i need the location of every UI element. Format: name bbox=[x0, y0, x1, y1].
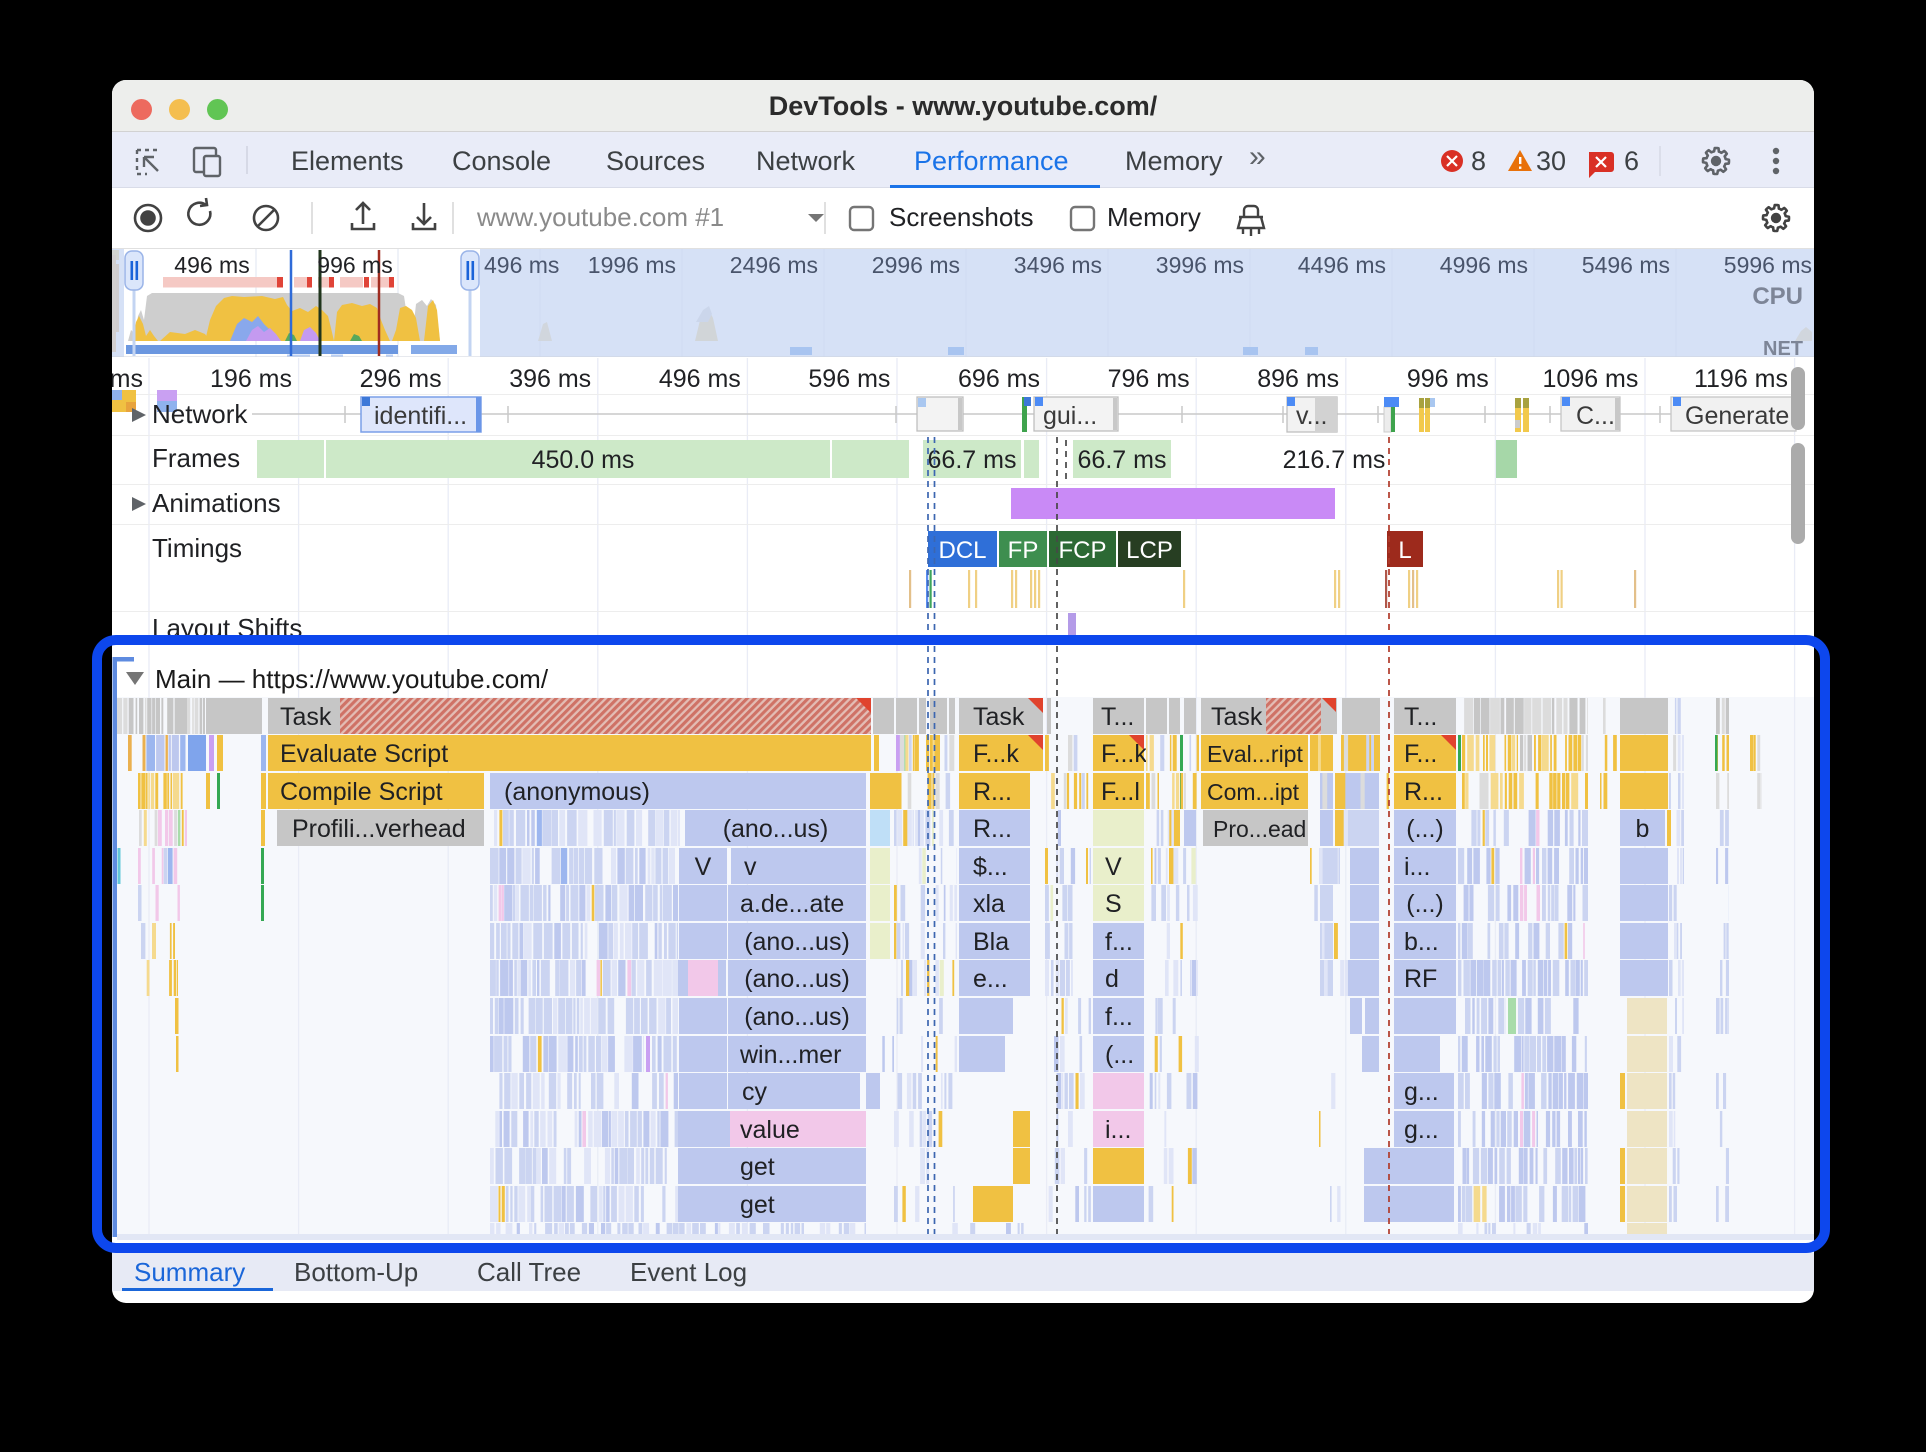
svg-text:FP: FP bbox=[1008, 537, 1039, 564]
svg-text:450.0 ms: 450.0 ms bbox=[532, 446, 635, 474]
svg-text:Task: Task bbox=[1211, 703, 1263, 731]
svg-text:b: b bbox=[1636, 815, 1650, 843]
svg-text:identifi...: identifi... bbox=[374, 402, 467, 430]
svg-text:R...: R... bbox=[1404, 778, 1443, 806]
svg-text:T...: T... bbox=[1404, 703, 1437, 731]
svg-text:2996 ms: 2996 ms bbox=[872, 252, 960, 278]
svg-text:996 ms: 996 ms bbox=[1407, 365, 1489, 393]
svg-text:Bla: Bla bbox=[973, 928, 1009, 956]
svg-text:d: d bbox=[1105, 965, 1119, 993]
svg-text:3996 ms: 3996 ms bbox=[1156, 252, 1244, 278]
svg-text:(...): (...) bbox=[1406, 815, 1444, 843]
svg-text:f...: f... bbox=[1105, 928, 1133, 956]
svg-text:1996 ms: 1996 ms bbox=[588, 252, 676, 278]
svg-text:g...: g... bbox=[1404, 1078, 1439, 1106]
svg-text:v: v bbox=[744, 853, 757, 881]
svg-text:F...k: F...k bbox=[1101, 740, 1147, 768]
svg-text:get: get bbox=[740, 1153, 775, 1181]
svg-text:66.7 ms: 66.7 ms bbox=[928, 446, 1017, 474]
svg-text:DCL: DCL bbox=[938, 537, 986, 564]
svg-text:(...: (... bbox=[1105, 1041, 1134, 1069]
svg-text:396 ms: 396 ms bbox=[509, 365, 591, 393]
svg-text:66.7 ms: 66.7 ms bbox=[1078, 446, 1167, 474]
svg-text:796 ms: 796 ms bbox=[1108, 365, 1190, 393]
svg-text:cy: cy bbox=[742, 1078, 768, 1106]
svg-text:Com...ipt: Com...ipt bbox=[1207, 779, 1300, 805]
svg-text:4996 ms: 4996 ms bbox=[1440, 252, 1528, 278]
svg-text:Network: Network bbox=[152, 399, 248, 429]
svg-text:S: S bbox=[1105, 890, 1122, 918]
svg-text:2496 ms: 2496 ms bbox=[730, 252, 818, 278]
svg-text:g...: g... bbox=[1404, 1116, 1439, 1144]
svg-text:Evaluate Script: Evaluate Script bbox=[280, 740, 448, 768]
svg-text:(ano...us): (ano...us) bbox=[744, 1003, 850, 1031]
svg-text:win...mer: win...mer bbox=[739, 1041, 841, 1069]
svg-text:1096 ms: 1096 ms bbox=[1543, 365, 1639, 393]
svg-text:F...: F... bbox=[1404, 740, 1437, 768]
svg-text:496 ms: 496 ms bbox=[484, 252, 559, 278]
svg-text:GenerateI: GenerateI bbox=[1685, 402, 1796, 430]
svg-text:196 ms: 196 ms bbox=[210, 365, 292, 393]
svg-text:V: V bbox=[695, 853, 712, 881]
svg-text:996 ms: 996 ms bbox=[317, 252, 392, 278]
svg-text:e...: e... bbox=[973, 965, 1008, 993]
svg-text:(ano...us): (ano...us) bbox=[744, 928, 850, 956]
svg-text:496 ms: 496 ms bbox=[174, 252, 249, 278]
svg-text:(ano...us): (ano...us) bbox=[723, 815, 829, 843]
svg-text:C...: C... bbox=[1576, 402, 1615, 430]
svg-text:gui...: gui... bbox=[1043, 402, 1097, 430]
svg-text:F...l: F...l bbox=[1101, 778, 1140, 806]
svg-text:a.de...ate: a.de...ate bbox=[740, 890, 844, 918]
svg-text:Main — https://www.youtube.com: Main — https://www.youtube.com/ bbox=[155, 664, 549, 694]
svg-text:b...: b... bbox=[1404, 928, 1439, 956]
svg-text:Task: Task bbox=[280, 703, 332, 731]
svg-text:ms: ms bbox=[112, 365, 143, 393]
svg-text:V: V bbox=[1105, 853, 1122, 881]
svg-text:i...: i... bbox=[1404, 853, 1430, 881]
svg-text:296 ms: 296 ms bbox=[360, 365, 442, 393]
svg-text:Task: Task bbox=[973, 703, 1025, 731]
svg-text:5496 ms: 5496 ms bbox=[1582, 252, 1670, 278]
svg-text:i...: i... bbox=[1105, 1116, 1131, 1144]
svg-text:696 ms: 696 ms bbox=[958, 365, 1040, 393]
svg-text:5996 ms: 5996 ms bbox=[1724, 252, 1812, 278]
svg-text:(...): (...) bbox=[1406, 890, 1444, 918]
svg-text:L: L bbox=[1398, 537, 1411, 564]
svg-text:4496 ms: 4496 ms bbox=[1298, 252, 1386, 278]
svg-text:1196 ms: 1196 ms bbox=[1694, 365, 1788, 393]
svg-text:f...: f... bbox=[1105, 1003, 1133, 1031]
svg-text:R...: R... bbox=[973, 815, 1012, 843]
svg-text:Compile Script: Compile Script bbox=[280, 778, 443, 806]
svg-text:R...: R... bbox=[973, 778, 1012, 806]
svg-text:Animations: Animations bbox=[152, 488, 281, 518]
svg-text:RF: RF bbox=[1404, 965, 1437, 993]
svg-text:Profili...verhead: Profili...verhead bbox=[292, 815, 466, 843]
svg-text:Eval...ript: Eval...ript bbox=[1207, 741, 1303, 767]
svg-text:NET: NET bbox=[1763, 338, 1803, 360]
svg-text:value: value bbox=[740, 1116, 800, 1144]
svg-text:Frames: Frames bbox=[152, 443, 240, 473]
svg-text:896 ms: 896 ms bbox=[1257, 365, 1339, 393]
svg-text:F...k: F...k bbox=[973, 740, 1019, 768]
svg-text:496 ms: 496 ms bbox=[659, 365, 741, 393]
svg-text:FCP: FCP bbox=[1059, 537, 1107, 564]
svg-text:Timings: Timings bbox=[152, 533, 242, 563]
svg-text:T...: T... bbox=[1101, 703, 1134, 731]
svg-text:LCP: LCP bbox=[1126, 537, 1173, 564]
svg-text:(ano...us): (ano...us) bbox=[744, 965, 850, 993]
svg-text:get: get bbox=[740, 1191, 775, 1219]
svg-text:$...: $... bbox=[973, 853, 1008, 881]
svg-text:xla: xla bbox=[973, 890, 1005, 918]
svg-text:v...: v... bbox=[1296, 402, 1327, 430]
svg-text:(anonymous): (anonymous) bbox=[504, 778, 650, 806]
svg-text:3496 ms: 3496 ms bbox=[1014, 252, 1102, 278]
svg-text:CPU: CPU bbox=[1752, 283, 1803, 310]
svg-text:216.7 ms: 216.7 ms bbox=[1283, 446, 1386, 474]
svg-text:Pro...ead: Pro...ead bbox=[1213, 816, 1306, 842]
svg-text:596 ms: 596 ms bbox=[808, 365, 890, 393]
